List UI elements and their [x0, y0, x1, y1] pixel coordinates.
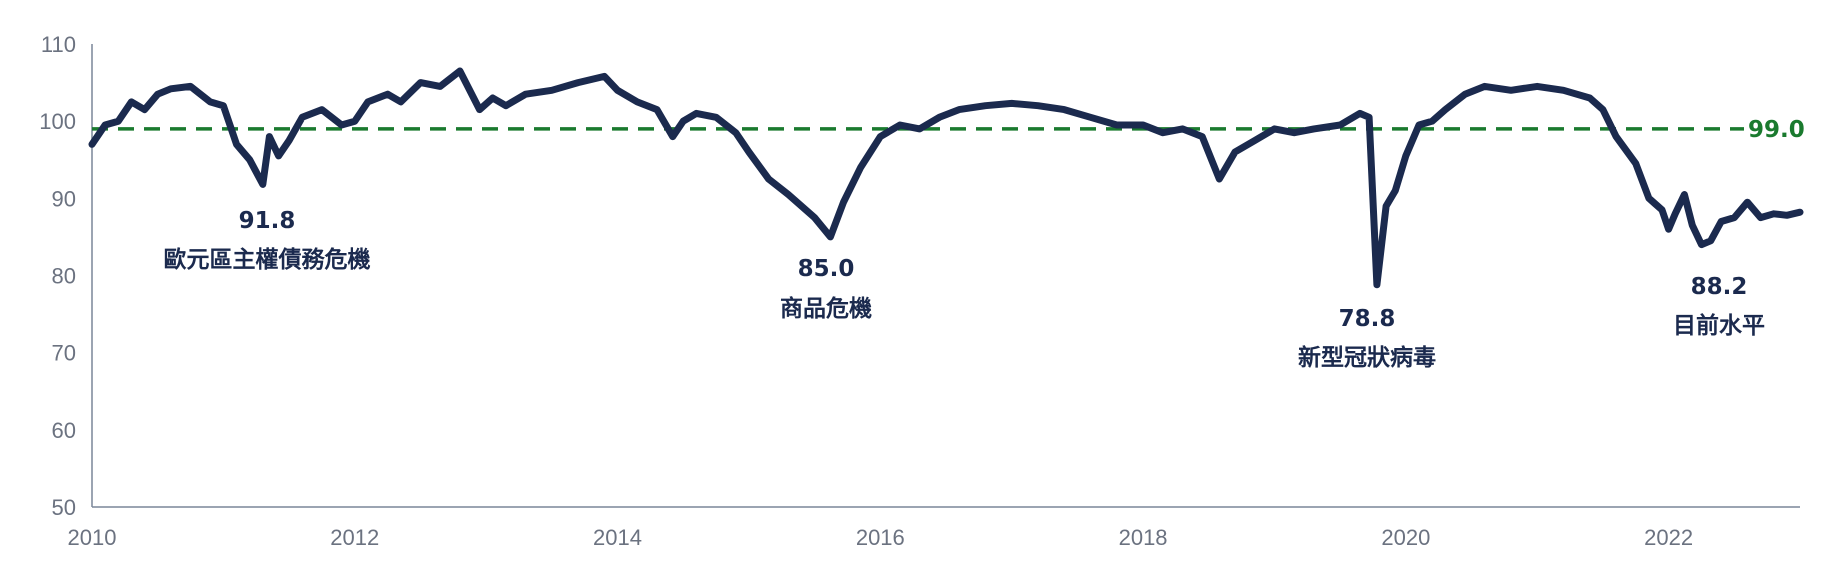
- x-tick-label: 2012: [330, 525, 379, 550]
- y-tick-label: 110: [41, 32, 76, 57]
- annotation-euro-value: 91.8: [239, 208, 296, 234]
- annotation-current-level: 88.2 目前水平: [1673, 274, 1765, 339]
- y-tick-label: 70: [52, 341, 76, 366]
- x-tick-label: 2010: [68, 525, 117, 550]
- annotation-commodity-value: 85.0: [798, 256, 855, 282]
- y-tick-labels: 50 60 70 80 90 100 110: [39, 32, 76, 520]
- series-line: [88, 67, 1804, 289]
- reference-line-label: 99.0: [1748, 117, 1805, 143]
- reference-line-group: 99.0: [92, 117, 1805, 143]
- y-tick-label: 60: [52, 418, 76, 443]
- y-tick-label: 100: [39, 109, 76, 134]
- annotation-current-label: 目前水平: [1673, 312, 1765, 339]
- x-tick-label: 2022: [1644, 525, 1693, 550]
- annotation-covid-value: 78.8: [1339, 306, 1396, 332]
- annotation-euro-label: 歐元區主權債務危機: [164, 246, 371, 273]
- annotation-commodity-crisis: 85.0 商品危機: [780, 256, 872, 322]
- annotation-current-value: 88.2: [1691, 274, 1748, 300]
- x-tick-labels: 2010 2012 2014 2016 2018 2020 2022: [68, 525, 1694, 550]
- x-tick-label: 2016: [856, 525, 905, 550]
- annotation-covid: 78.8 新型冠狀病毒: [1298, 306, 1436, 371]
- x-tick-label: 2014: [593, 525, 642, 550]
- x-tick-label: 2020: [1381, 525, 1430, 550]
- x-tick-label: 2018: [1119, 525, 1168, 550]
- y-tick-label: 50: [52, 495, 76, 520]
- annotation-commodity-label: 商品危機: [780, 295, 872, 322]
- annotation-euro-debt-crisis: 91.8 歐元區主權債務危機: [164, 208, 371, 273]
- y-tick-label: 90: [52, 186, 76, 211]
- y-tick-label: 80: [52, 264, 76, 289]
- annotation-covid-label: 新型冠狀病毒: [1298, 344, 1436, 371]
- axes: [91, 44, 1800, 508]
